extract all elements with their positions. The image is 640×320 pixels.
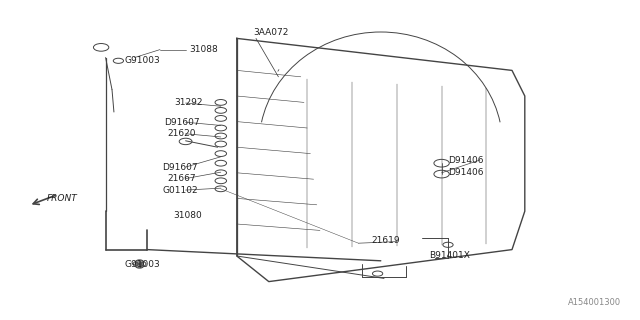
Text: G01102: G01102 bbox=[163, 186, 198, 195]
Text: G91003: G91003 bbox=[125, 260, 161, 269]
Text: D91607: D91607 bbox=[163, 163, 198, 172]
Text: A154001300: A154001300 bbox=[568, 298, 621, 307]
Text: 31080: 31080 bbox=[173, 211, 202, 220]
Text: FRONT: FRONT bbox=[47, 194, 77, 203]
Text: 21620: 21620 bbox=[168, 129, 196, 138]
Text: 3AA072: 3AA072 bbox=[253, 28, 288, 36]
Text: 21619: 21619 bbox=[371, 236, 400, 245]
Text: 21667: 21667 bbox=[168, 174, 196, 183]
Text: D91406: D91406 bbox=[448, 156, 483, 164]
Text: B91401X: B91401X bbox=[429, 251, 470, 260]
Text: 31292: 31292 bbox=[174, 98, 203, 107]
Text: D91607: D91607 bbox=[164, 118, 200, 127]
Text: 31088: 31088 bbox=[189, 45, 218, 54]
Text: G91003: G91003 bbox=[125, 56, 161, 65]
Text: D91406: D91406 bbox=[448, 168, 483, 177]
